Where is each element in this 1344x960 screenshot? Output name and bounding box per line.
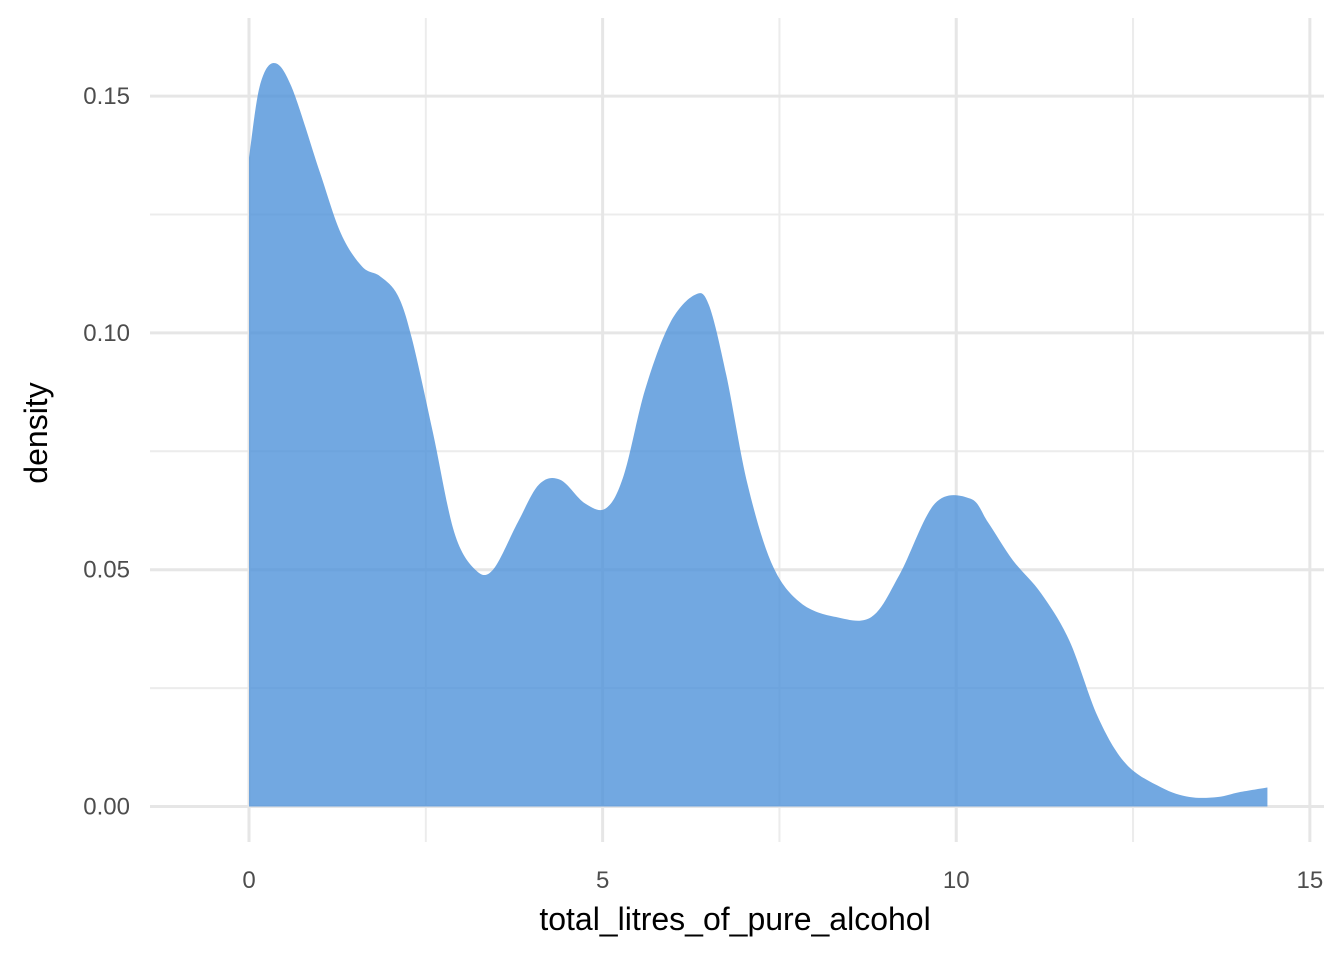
y-tick-label: 0.15: [83, 83, 130, 110]
y-tick-label: 0.00: [83, 793, 130, 820]
density-area-layer: [249, 62, 1268, 807]
x-tick-label: 15: [1297, 867, 1324, 894]
y-axis-tick-labels: 0.00 0.05 0.10 0.15: [83, 83, 130, 820]
x-tick-label: 5: [596, 867, 609, 894]
y-tick-label: 0.05: [83, 557, 130, 584]
density-area: [249, 62, 1268, 807]
x-tick-label: 0: [242, 867, 255, 894]
x-tick-label: 10: [943, 867, 970, 894]
y-tick-label: 0.10: [83, 320, 130, 347]
x-axis-title: total_litres_of_pure_alcohol: [539, 901, 930, 937]
y-axis-title: density: [18, 382, 54, 483]
x-axis-tick-labels: 0 5 10 15: [242, 867, 1323, 894]
